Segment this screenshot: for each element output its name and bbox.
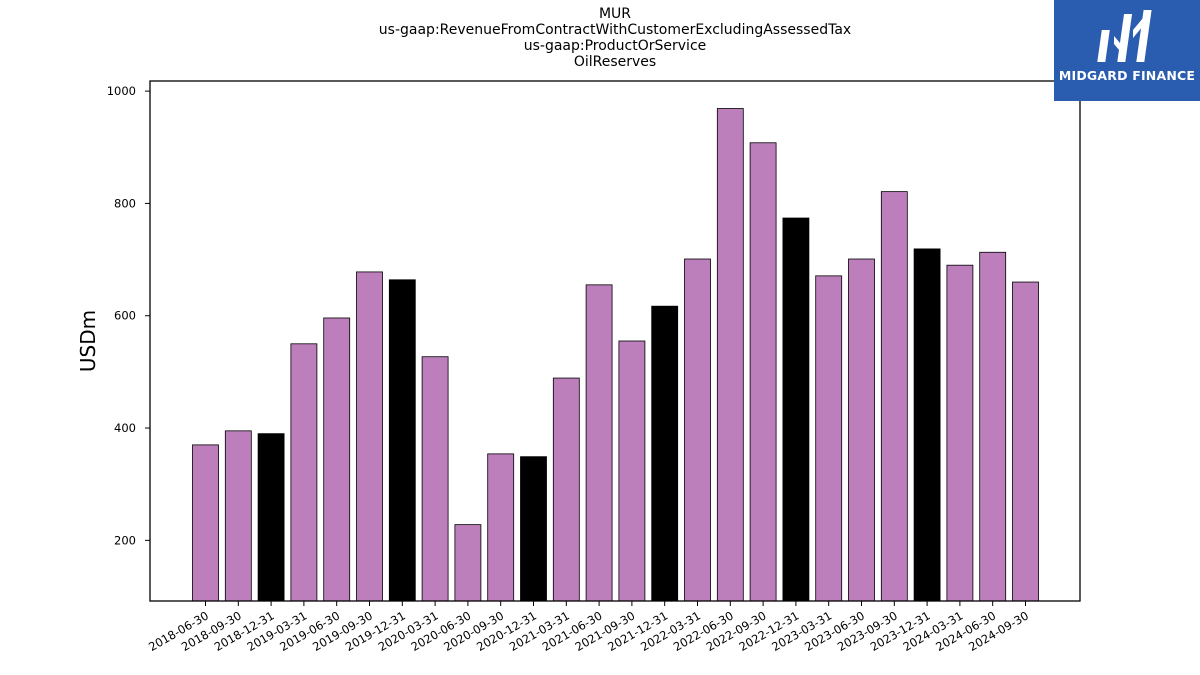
midgard-m-icon bbox=[1097, 10, 1152, 62]
bar-2024-09-30 bbox=[1012, 281, 1039, 602]
bar-2019-09-30 bbox=[356, 271, 383, 602]
bar-2020-12-31 bbox=[520, 456, 547, 602]
bar-2019-06-30 bbox=[323, 317, 351, 602]
bar-2023-06-30 bbox=[848, 258, 875, 602]
bar-2022-03-31 bbox=[684, 258, 711, 602]
bar-2019-12-31 bbox=[388, 279, 416, 602]
y-tick-label-1000: 1000 bbox=[107, 84, 136, 98]
y-axis-label: USDm bbox=[76, 310, 100, 372]
bar-2018-09-30 bbox=[224, 430, 252, 602]
bar-2020-03-31 bbox=[421, 356, 449, 602]
bar-2024-03-31 bbox=[946, 264, 974, 602]
bar-2021-09-30 bbox=[618, 340, 646, 602]
bar-2023-03-31 bbox=[815, 275, 843, 602]
bar-2021-12-31 bbox=[651, 305, 679, 602]
chart-title-line-2: us-gaap:RevenueFromContractWithCustomerE… bbox=[378, 22, 852, 38]
x-axis: 2018-06-302018-09-302018-12-312019-03-31… bbox=[146, 601, 1031, 654]
bar-2022-09-30 bbox=[749, 142, 777, 602]
bar-2022-06-30 bbox=[716, 108, 744, 602]
bar-2020-09-30 bbox=[487, 453, 515, 602]
bar-2021-03-31 bbox=[552, 377, 580, 602]
y-tick-label-800: 800 bbox=[114, 196, 136, 210]
bar-2023-12-31 bbox=[913, 248, 941, 602]
bar-2018-12-31 bbox=[257, 433, 285, 602]
y-tick-label-200: 200 bbox=[114, 533, 136, 547]
bar-2018-06-30 bbox=[192, 444, 219, 602]
y-tick-label-400: 400 bbox=[114, 421, 136, 435]
midgard-finance-logo: MIDGARD FINANCE bbox=[1054, 0, 1200, 101]
bar-2023-09-30 bbox=[880, 191, 908, 602]
chart-title: MUR us-gaap:RevenueFromContractWithCusto… bbox=[150, 6, 1080, 70]
plot-frame bbox=[149, 80, 1081, 602]
chart-title-line-1: MUR bbox=[598, 6, 632, 22]
bar-2022-12-31 bbox=[782, 217, 810, 602]
chart-title-line-4: OilReserves bbox=[573, 54, 657, 70]
bar-2019-03-31 bbox=[290, 343, 318, 602]
bar-2024-06-30 bbox=[979, 251, 1007, 602]
y-axis: 200 400 600 800 1000 bbox=[107, 84, 150, 547]
y-tick-label-600: 600 bbox=[114, 309, 136, 323]
logo-text: MIDGARD FINANCE bbox=[1058, 68, 1196, 83]
bar-2020-06-30 bbox=[454, 524, 482, 602]
bar-group bbox=[192, 108, 1039, 602]
chart-title-line-3: us-gaap:ProductOrService bbox=[523, 38, 707, 54]
bar-2021-06-30 bbox=[585, 284, 613, 602]
